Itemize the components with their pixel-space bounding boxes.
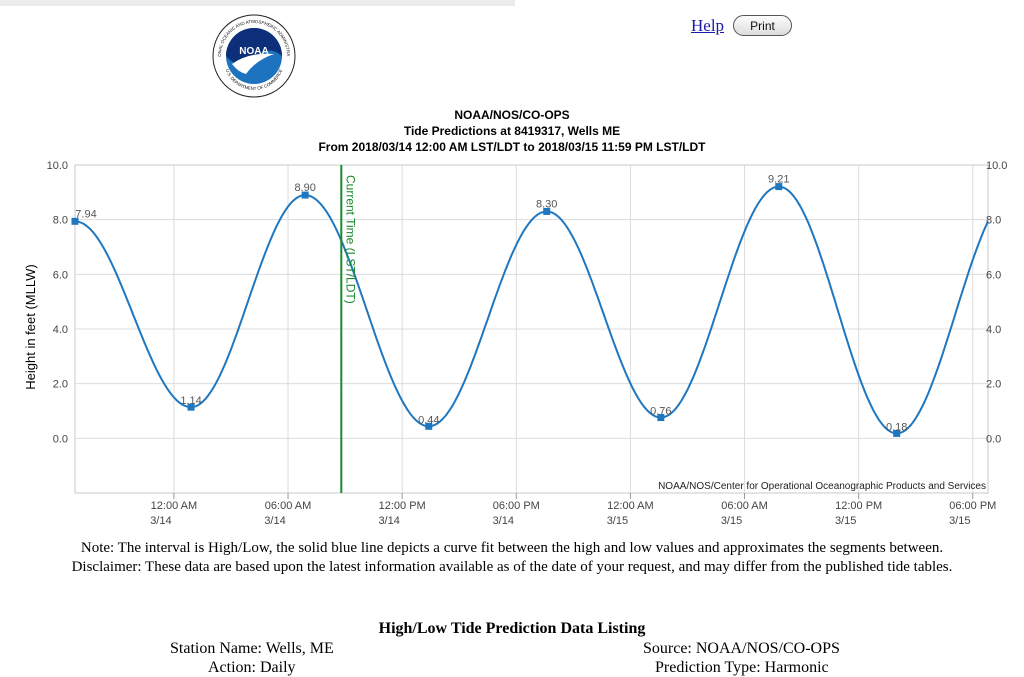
- y-tick-label-right: 10.0: [986, 160, 1007, 172]
- x-tick-time: 06:00 AM: [721, 500, 767, 512]
- y-axis-label: Height in feet (MLLW): [23, 264, 38, 389]
- station-name: Station Name: Wells, ME: [170, 640, 334, 657]
- y-tick-label-left: 6.0: [53, 269, 68, 281]
- data-point-marker: [71, 217, 79, 225]
- data-point-label: 0.18: [886, 421, 907, 433]
- chart-credit: NOAA/NOS/Center for Operational Oceanogr…: [658, 481, 986, 492]
- data-point-label: 8.90: [294, 182, 315, 194]
- x-tick-time: 12:00 AM: [151, 500, 197, 512]
- print-button[interactable]: Print: [733, 15, 792, 36]
- y-tick-label-left: 4.0: [53, 324, 68, 336]
- chart-subtitle: Tide Predictions at 8419317, Wells ME: [403, 124, 621, 138]
- x-tick-date: 3/15: [949, 515, 970, 527]
- data-point-marker: [187, 403, 195, 411]
- prediction-type: Prediction Type: Harmonic: [655, 659, 829, 676]
- data-point-label: 0.44: [418, 414, 439, 426]
- disclaimer-text: Disclaimer: These data are based upon th…: [71, 559, 953, 575]
- x-tick-date: 3/14: [493, 515, 514, 527]
- y-tick-label-right: 2.0: [986, 379, 1001, 391]
- y-tick-label-left: 10.0: [47, 160, 68, 172]
- noaa-logo: NOAA NATIONAL OCEANIC AND ATMOSPHERIC AD…: [212, 14, 296, 98]
- tide-chart: 10.0 10.0 8.0 8.0 6.0 6.0 4.0 4.0 2.0 2.0 0.0 0.0 12…: [23, 160, 1007, 527]
- data-point-marker: [657, 414, 665, 422]
- y-tick-label-right: 8.0: [986, 215, 1001, 227]
- x-tick-time: 12:00 PM: [379, 500, 426, 512]
- y-tick-label-left: 2.0: [53, 379, 68, 391]
- y-tick-label-left: 8.0: [53, 215, 68, 227]
- help-link[interactable]: Help: [691, 16, 725, 35]
- y-tick-label-right: 4.0: [986, 324, 1001, 336]
- x-tick-date: 3/15: [835, 515, 856, 527]
- data-point-marker: [775, 183, 783, 191]
- x-tick-date: 3/15: [607, 515, 628, 527]
- y-tick-label-left: 0.0: [53, 433, 68, 445]
- x-tick-date: 3/15: [721, 515, 742, 527]
- x-tick-time: 06:00 AM: [265, 500, 311, 512]
- current-time-label: Current Time (LST/LDT): [343, 175, 357, 304]
- x-tick-time: 06:00 PM: [949, 500, 996, 512]
- chart-date-range: From 2018/03/14 12:00 AM LST/LDT to 2018…: [318, 140, 706, 154]
- x-tick-time: 12:00 AM: [607, 500, 653, 512]
- data-point-label: 7.94: [75, 208, 96, 220]
- logo-text: NOAA: [239, 46, 268, 57]
- data-point-marker: [301, 191, 309, 199]
- data-point-marker: [893, 429, 901, 437]
- action-value: Action: Daily: [208, 659, 296, 676]
- x-tick-date: 3/14: [378, 515, 399, 527]
- listing-title: High/Low Tide Prediction Data Listing: [378, 620, 646, 637]
- chart-title: NOAA/NOS/CO-OPS: [454, 108, 570, 122]
- data-point-label: 0.76: [650, 406, 671, 418]
- top-bar: [0, 0, 515, 6]
- x-tick-time: 12:00 PM: [835, 500, 882, 512]
- x-tick-time: 06:00 PM: [493, 500, 540, 512]
- data-point-label: 8.30: [536, 198, 557, 210]
- x-tick-date: 3/14: [264, 515, 285, 527]
- y-tick-label-right: 6.0: [986, 269, 1001, 281]
- source-value: Source: NOAA/NOS/CO-OPS: [643, 640, 840, 657]
- note-text: Note: The interval is High/Low, the soli…: [80, 540, 944, 556]
- data-point-label: 1.14: [180, 395, 201, 407]
- data-point-label: 9.21: [768, 174, 789, 186]
- x-tick-date: 3/14: [150, 515, 171, 527]
- data-point-marker: [425, 422, 433, 430]
- y-tick-label-right: 0.0: [986, 433, 1001, 445]
- data-point-marker: [543, 207, 551, 215]
